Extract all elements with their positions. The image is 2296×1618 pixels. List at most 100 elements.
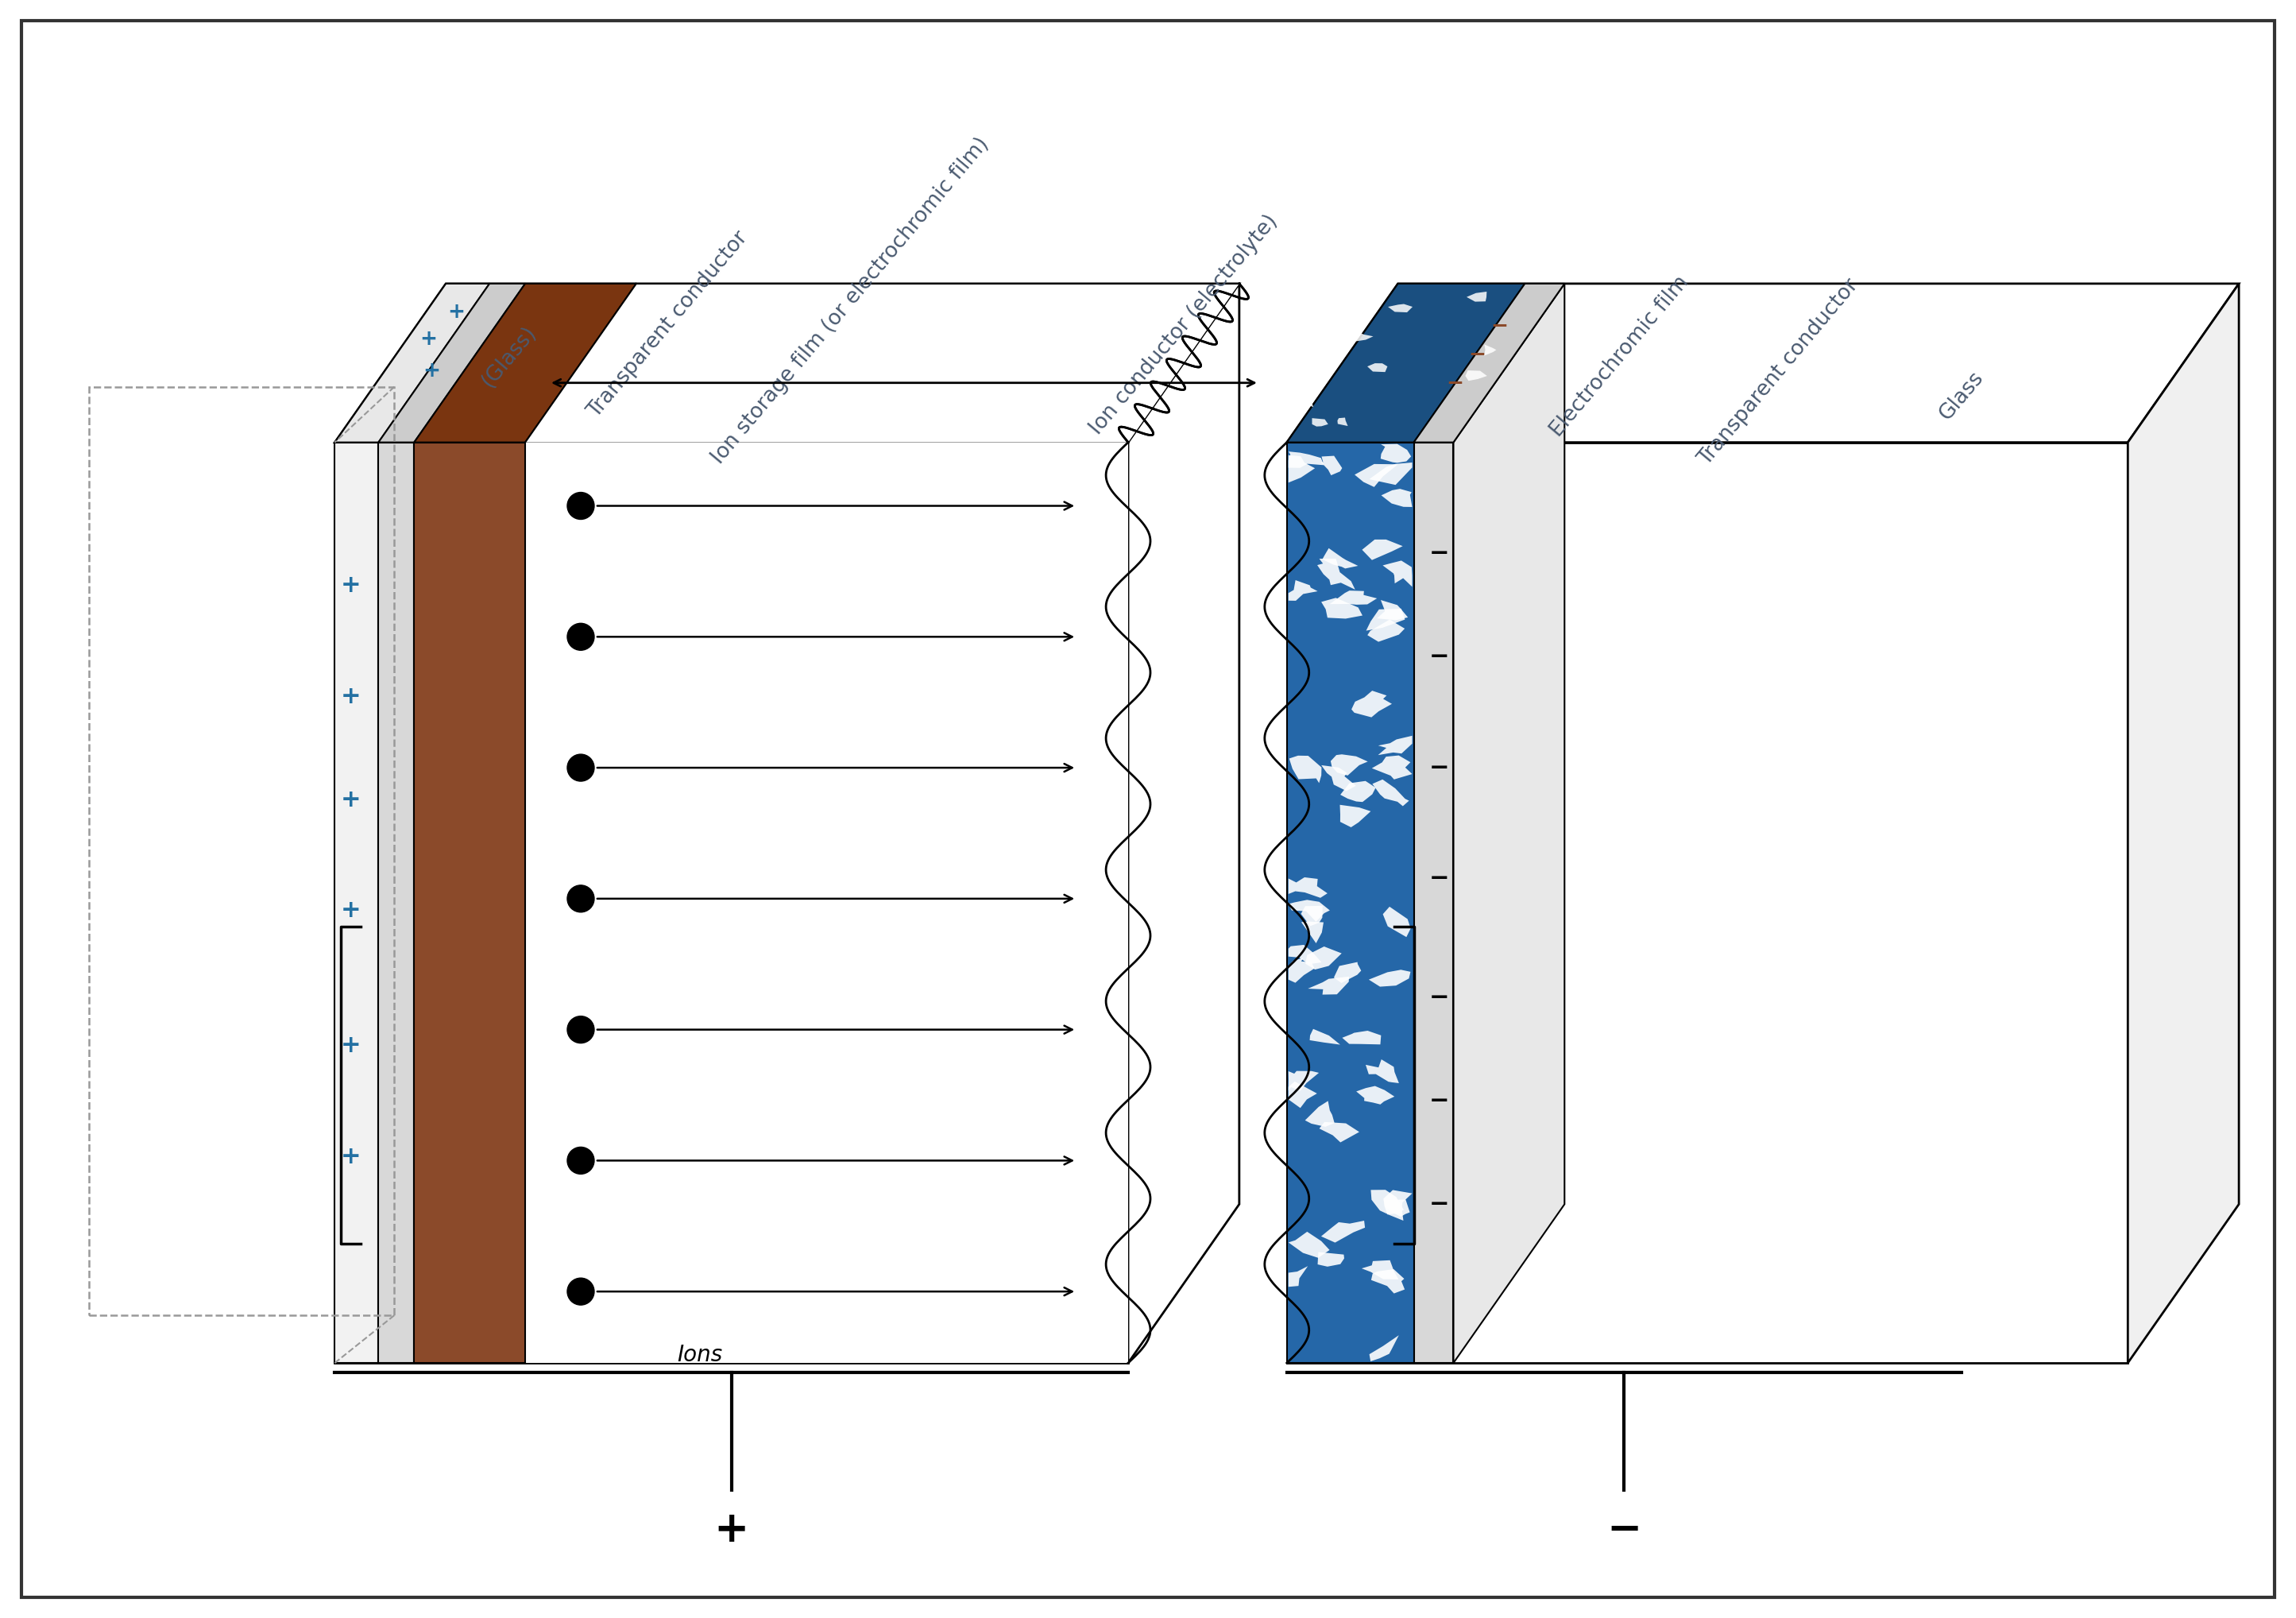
Text: −: − — [1428, 646, 1449, 668]
Polygon shape — [1318, 558, 1355, 589]
Polygon shape — [1288, 756, 1322, 783]
Polygon shape — [413, 283, 636, 442]
Text: Ions: Ions — [677, 1345, 723, 1366]
Polygon shape — [335, 283, 489, 442]
Text: Ion conductor (electrolyte): Ion conductor (electrolyte) — [1086, 210, 1281, 438]
Text: Electrochromic film: Electrochromic film — [1548, 272, 1692, 440]
Polygon shape — [1343, 1031, 1382, 1045]
Bar — [90, 387, 395, 1315]
Text: +: + — [420, 328, 436, 349]
Polygon shape — [1368, 969, 1410, 987]
Polygon shape — [1414, 283, 1564, 442]
Polygon shape — [1311, 417, 1327, 427]
Polygon shape — [1288, 1267, 1309, 1294]
Polygon shape — [1309, 977, 1350, 995]
Polygon shape — [1465, 371, 1488, 380]
Polygon shape — [379, 283, 526, 442]
Polygon shape — [1302, 906, 1322, 925]
Polygon shape — [1341, 804, 1371, 827]
Polygon shape — [1382, 906, 1410, 937]
Polygon shape — [379, 442, 413, 1362]
Polygon shape — [1378, 600, 1407, 620]
Polygon shape — [1389, 304, 1412, 312]
Polygon shape — [1320, 599, 1362, 618]
Text: −: − — [1428, 1089, 1449, 1113]
Circle shape — [567, 885, 595, 913]
Circle shape — [567, 1147, 595, 1175]
Polygon shape — [1384, 1189, 1412, 1215]
Text: −: − — [1428, 867, 1449, 890]
Polygon shape — [1286, 283, 2239, 442]
Polygon shape — [1382, 560, 1412, 587]
Text: +: + — [340, 1146, 360, 1168]
Polygon shape — [1362, 539, 1403, 560]
Text: (Glass): (Glass) — [478, 322, 542, 392]
Polygon shape — [1288, 455, 1316, 482]
Polygon shape — [1286, 442, 1414, 1362]
Polygon shape — [1339, 328, 1352, 341]
Polygon shape — [1368, 364, 1387, 372]
Polygon shape — [526, 442, 1127, 1362]
Polygon shape — [1382, 489, 1412, 506]
Polygon shape — [1286, 283, 1525, 442]
Polygon shape — [1453, 283, 1564, 1362]
Text: −: − — [1428, 1192, 1449, 1215]
Polygon shape — [1414, 442, 1453, 1362]
Polygon shape — [1357, 1086, 1394, 1105]
FancyBboxPatch shape — [21, 21, 2275, 1597]
Polygon shape — [1320, 1220, 1366, 1243]
Polygon shape — [335, 442, 1127, 1362]
Circle shape — [567, 1278, 595, 1306]
Text: −: − — [1607, 1510, 1642, 1550]
Polygon shape — [1127, 283, 1240, 1362]
Text: +: + — [422, 361, 441, 382]
Text: −: − — [1428, 756, 1449, 780]
Polygon shape — [1341, 781, 1375, 803]
Text: +: + — [448, 303, 464, 322]
Polygon shape — [413, 442, 526, 1362]
Polygon shape — [1288, 900, 1329, 922]
Polygon shape — [1362, 1260, 1398, 1280]
Polygon shape — [1339, 417, 1348, 426]
Text: −: − — [1428, 987, 1449, 1010]
Polygon shape — [1378, 736, 1412, 756]
Polygon shape — [335, 283, 1240, 442]
Polygon shape — [1304, 398, 1313, 408]
Polygon shape — [1334, 963, 1362, 984]
Polygon shape — [1302, 922, 1322, 943]
Polygon shape — [1306, 947, 1341, 969]
Polygon shape — [1384, 1199, 1410, 1217]
Polygon shape — [1320, 1121, 1359, 1142]
Text: +: + — [340, 684, 360, 707]
Polygon shape — [1352, 691, 1391, 717]
Text: +: + — [714, 1510, 748, 1550]
Polygon shape — [1288, 877, 1327, 898]
Circle shape — [567, 1016, 595, 1044]
Circle shape — [567, 492, 595, 519]
Text: +: + — [340, 574, 360, 597]
Text: Ion storage film (or electrochromic film): Ion storage film (or electrochromic film… — [707, 134, 994, 468]
Polygon shape — [1368, 1335, 1398, 1361]
Text: −: − — [1428, 542, 1449, 565]
Polygon shape — [1322, 549, 1357, 568]
Polygon shape — [1320, 765, 1357, 791]
Text: −: − — [1469, 345, 1486, 366]
Polygon shape — [1309, 1029, 1341, 1045]
Polygon shape — [1329, 591, 1378, 605]
Text: +: + — [340, 1034, 360, 1057]
Polygon shape — [1380, 443, 1412, 463]
Polygon shape — [2128, 283, 2239, 1362]
Text: Transparent conductor: Transparent conductor — [583, 227, 753, 422]
Polygon shape — [1288, 1071, 1318, 1091]
Polygon shape — [1483, 345, 1497, 356]
Polygon shape — [1288, 581, 1318, 600]
Polygon shape — [1288, 1081, 1318, 1108]
Polygon shape — [1366, 1060, 1398, 1082]
Polygon shape — [1368, 620, 1405, 642]
Polygon shape — [1371, 756, 1412, 780]
Polygon shape — [1318, 1252, 1343, 1267]
Circle shape — [567, 754, 595, 781]
Text: −: − — [1490, 316, 1508, 337]
Text: Glass: Glass — [1936, 367, 1988, 424]
Polygon shape — [335, 442, 379, 1362]
